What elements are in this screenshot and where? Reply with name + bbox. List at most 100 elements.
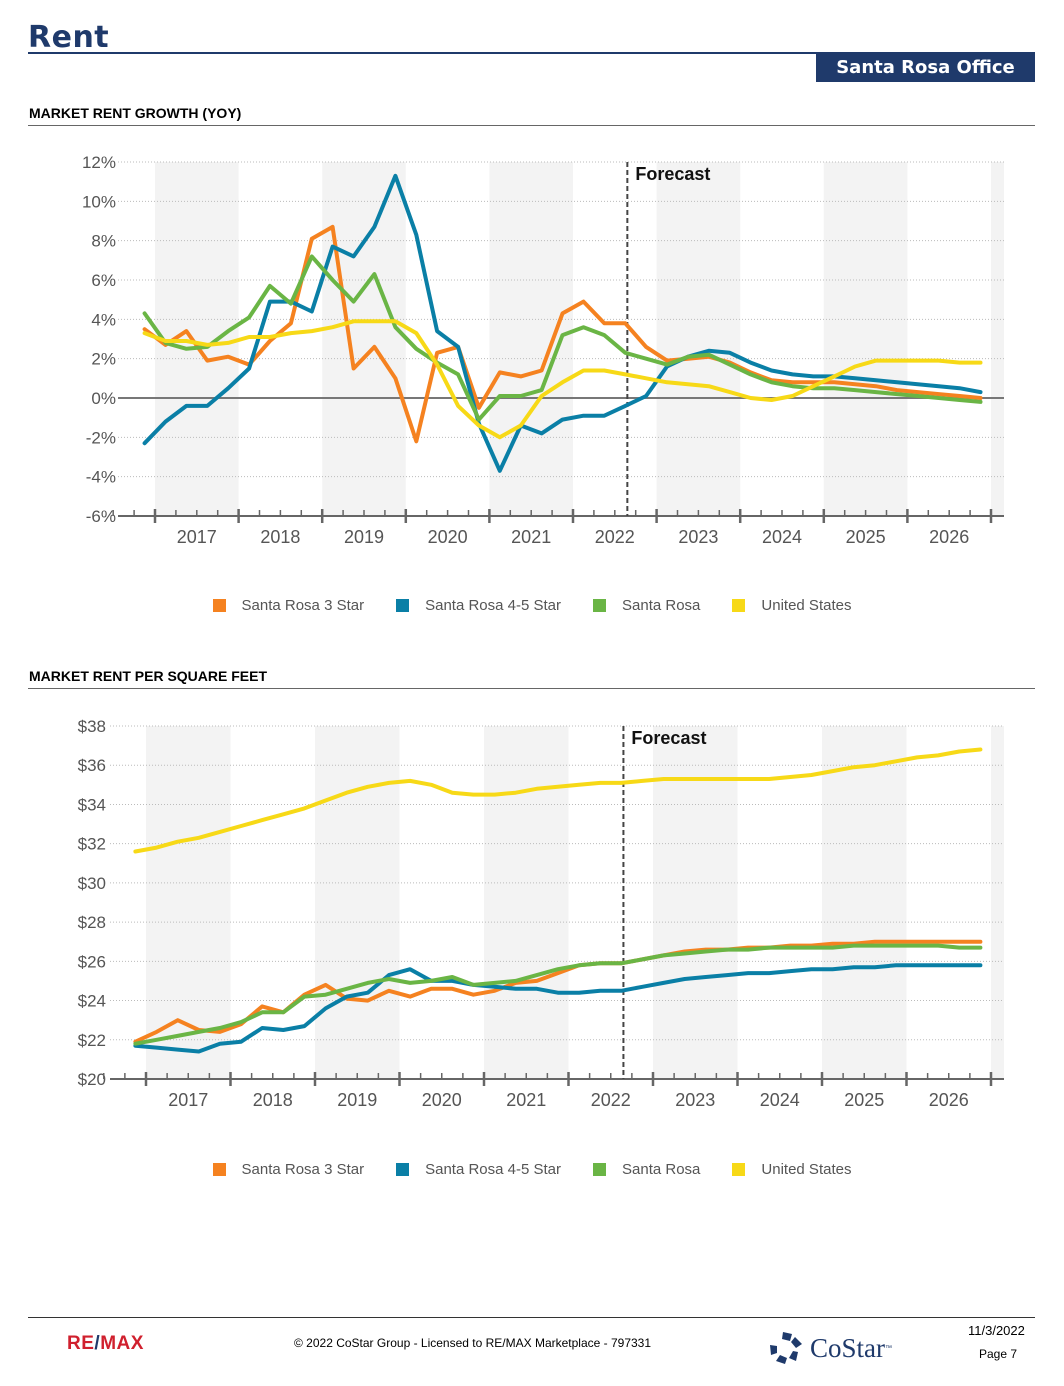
legend-swatch	[212, 599, 226, 612]
remax-logo: RE/MAX	[67, 1333, 144, 1355]
legend-label: Santa Rosa 4-5 Star	[425, 1161, 562, 1178]
y-tick-label: $30	[78, 874, 106, 893]
costar-star-icon	[770, 1332, 802, 1364]
y-tick-label: $34	[78, 795, 106, 814]
footer-date: 11/3/2022	[968, 1323, 1025, 1338]
x-tick-label: 2021	[511, 527, 551, 547]
legend-label: Santa Rosa	[622, 1161, 701, 1178]
section-title-rent-growth: MARKET RENT GROWTH (YOY)	[29, 105, 242, 121]
x-tick-label: 2018	[253, 1090, 293, 1110]
costar-wordmark: CoStar	[810, 1332, 886, 1363]
y-tick-label: $32	[78, 835, 106, 854]
remax-logo-max: MAX	[100, 1333, 144, 1354]
legend-item-united-states[interactable]: United States	[732, 1161, 851, 1178]
remax-logo-slash: /	[94, 1333, 101, 1354]
footer-rule	[28, 1317, 1035, 1318]
year-band	[823, 162, 908, 516]
series-line-united-states	[142, 319, 983, 440]
x-tick-label: 2020	[428, 527, 468, 547]
rent-growth-chart: 12% 10% 8% 6% 4% 2% 0% -2% -4% -6% 2017 2018 2019 202…	[82, 153, 1004, 547]
y-tick-label: -2%	[86, 428, 116, 447]
section-title-rent-per-sf: MARKET RENT PER SQUARE FEET	[29, 668, 268, 684]
series-line-santa-rosa-4-5-star	[142, 173, 983, 473]
y-tick-label: 4%	[91, 310, 116, 329]
copyright-text: © 2022 CoStar Group - Licensed to RE/MAX…	[294, 1336, 652, 1350]
x-tick-label: 2022	[591, 1090, 631, 1110]
series-line-santa-rosa-3-star	[142, 224, 983, 444]
legend-label: United States	[761, 597, 852, 614]
legend-rent-per-sf: Santa Rosa 3 Star Santa Rosa 4-5 Star Sa…	[0, 1161, 1064, 1178]
x-tick-label: 2021	[506, 1090, 546, 1110]
legend-item-4-5-star[interactable]: Santa Rosa 4-5 Star	[396, 1161, 561, 1178]
x-tick-label: 2026	[929, 527, 969, 547]
section-rule	[28, 688, 1035, 689]
x-tick-label: 2017	[177, 527, 217, 547]
legend-swatch	[593, 1163, 607, 1176]
legend-label: Santa Rosa 3 Star	[241, 597, 365, 614]
year-band	[653, 726, 738, 1079]
x-tick-label: 2022	[595, 527, 635, 547]
year-band	[146, 726, 231, 1079]
x-tick-label: 2026	[929, 1090, 969, 1110]
forecast-label: Forecast	[635, 164, 710, 184]
year-band	[822, 726, 907, 1079]
x-tick-label: 2018	[260, 527, 300, 547]
costar-logo: CoStar ™	[768, 1330, 892, 1366]
year-band	[991, 162, 1004, 516]
legend-item-3-star[interactable]: Santa Rosa 3 Star	[212, 597, 365, 614]
y-tick-label: $26	[78, 952, 106, 971]
legend-rent-growth: Santa Rosa 3 Star Santa Rosa 4-5 Star Sa…	[0, 597, 1064, 614]
legend-label: Santa Rosa 3 Star	[241, 1161, 365, 1178]
x-tick-label: 2025	[844, 1090, 884, 1110]
legend-item-united-states[interactable]: United States	[732, 597, 851, 614]
y-tick-label: 2%	[91, 350, 116, 369]
series-line-santa-rosa-4-5-star	[133, 963, 983, 1054]
x-tick-label: 2019	[344, 527, 384, 547]
series-line-santa-rosa	[133, 943, 983, 1046]
page-number: Page 7	[979, 1347, 1018, 1361]
costar-trademark: ™	[885, 1344, 893, 1352]
x-tick-label: 2023	[675, 1090, 715, 1110]
rent-per-sf-chart: $38 $36 $34 $32 $30 $28 $26 $24 $22 $20 2017 2018 20…	[78, 717, 1004, 1110]
legend-swatch	[732, 1163, 746, 1176]
year-band	[991, 726, 1004, 1079]
legend-item-santa-rosa[interactable]: Santa Rosa	[593, 1161, 700, 1178]
x-tick-label: 2025	[846, 527, 886, 547]
y-tick-label: -4%	[86, 468, 116, 487]
legend-swatch	[396, 1163, 410, 1176]
y-tick-label: 0%	[91, 389, 116, 408]
year-band	[322, 162, 406, 516]
section-rule	[28, 125, 1035, 126]
y-tick-label: 6%	[91, 271, 116, 290]
legend-swatch	[593, 599, 607, 612]
y-tick-label: 10%	[82, 192, 116, 211]
y-tick-label: 8%	[91, 232, 116, 251]
legend-swatch	[396, 599, 410, 612]
x-tick-label: 2017	[168, 1090, 208, 1110]
y-tick-label: -6%	[86, 507, 116, 526]
legend-item-3-star[interactable]: Santa Rosa 3 Star	[212, 1161, 365, 1178]
title-rule	[28, 52, 1035, 54]
legend-item-santa-rosa[interactable]: Santa Rosa	[593, 597, 700, 614]
year-band	[656, 162, 741, 516]
forecast-label: Forecast	[631, 728, 706, 748]
remax-logo-re: RE	[67, 1333, 95, 1354]
page-title: Rent	[28, 20, 110, 55]
office-badge: Santa Rosa Office	[816, 53, 1035, 82]
legend-label: Santa Rosa 4-5 Star	[425, 597, 562, 614]
x-tick-label: 2023	[678, 527, 718, 547]
y-tick-label: $36	[78, 756, 106, 775]
series-line-united-states	[133, 747, 983, 854]
y-tick-label: $28	[78, 913, 106, 932]
year-band	[315, 726, 400, 1079]
legend-swatch	[212, 1163, 226, 1176]
y-tick-label: $22	[78, 1031, 106, 1050]
y-tick-label: $38	[78, 717, 106, 736]
legend-label: Santa Rosa	[622, 597, 701, 614]
x-tick-label: 2024	[760, 1090, 800, 1110]
legend-item-4-5-star[interactable]: Santa Rosa 4-5 Star	[396, 597, 561, 614]
legend-swatch	[732, 599, 746, 612]
legend-label: United States	[761, 1161, 852, 1178]
series-line-santa-rosa	[142, 254, 983, 422]
x-tick-label: 2024	[762, 527, 802, 547]
